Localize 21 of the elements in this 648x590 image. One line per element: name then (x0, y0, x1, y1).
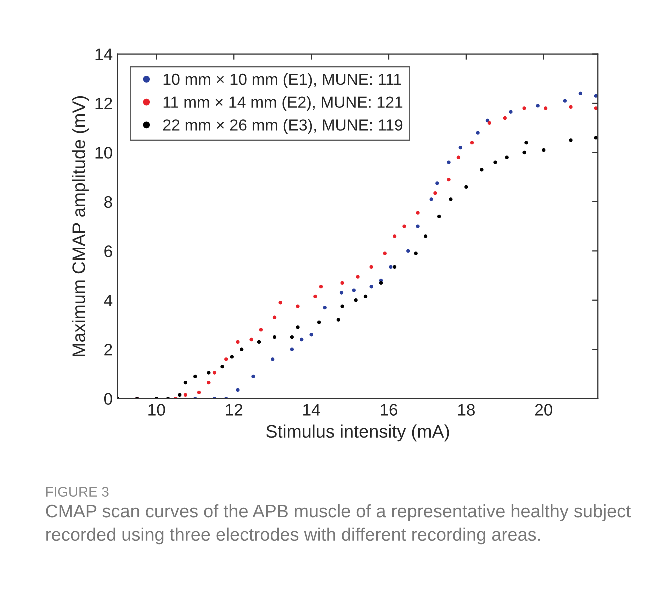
x-tick-label: 20 (535, 404, 553, 416)
y-tick-label: 10 (96, 147, 112, 159)
y-axis-title: Maximum CMAP amplitude (mV) (72, 96, 89, 356)
x-tick-label: 16 (381, 404, 398, 416)
y-tick-label: 8 (104, 196, 112, 208)
x-tick-label: 10 (148, 404, 166, 416)
y-tick-label: 2 (104, 344, 112, 356)
caption: FIGURE 3 (46, 487, 109, 497)
y-tick-label: 12 (96, 98, 112, 110)
y-tick-label: 14 (96, 48, 113, 60)
legend-label: 22 mm × 26 mm (E3), MUNE: 119 (163, 119, 403, 134)
x-tick-label: 12 (226, 404, 243, 416)
y-tick-label: 0 (104, 393, 112, 406)
legend-label: 10 mm × 10 mm (E1), MUNE: 111 (164, 73, 402, 88)
x-axis-title: Stimulus intensity (mA) (266, 424, 450, 442)
x-tick-label: 18 (458, 404, 475, 416)
y-tick-label: 6 (104, 246, 112, 258)
y-tick-label: 4 (104, 294, 113, 306)
legend-label: 11 mm × 14 mm (E2), MUNE: 121 (164, 96, 403, 112)
text: CMAP scan curves of the APB muscle of a representative healthy subject recorded using three electrodes with different recording areas. (46, 504, 632, 545)
x-tick-label: 14 (304, 404, 320, 416)
